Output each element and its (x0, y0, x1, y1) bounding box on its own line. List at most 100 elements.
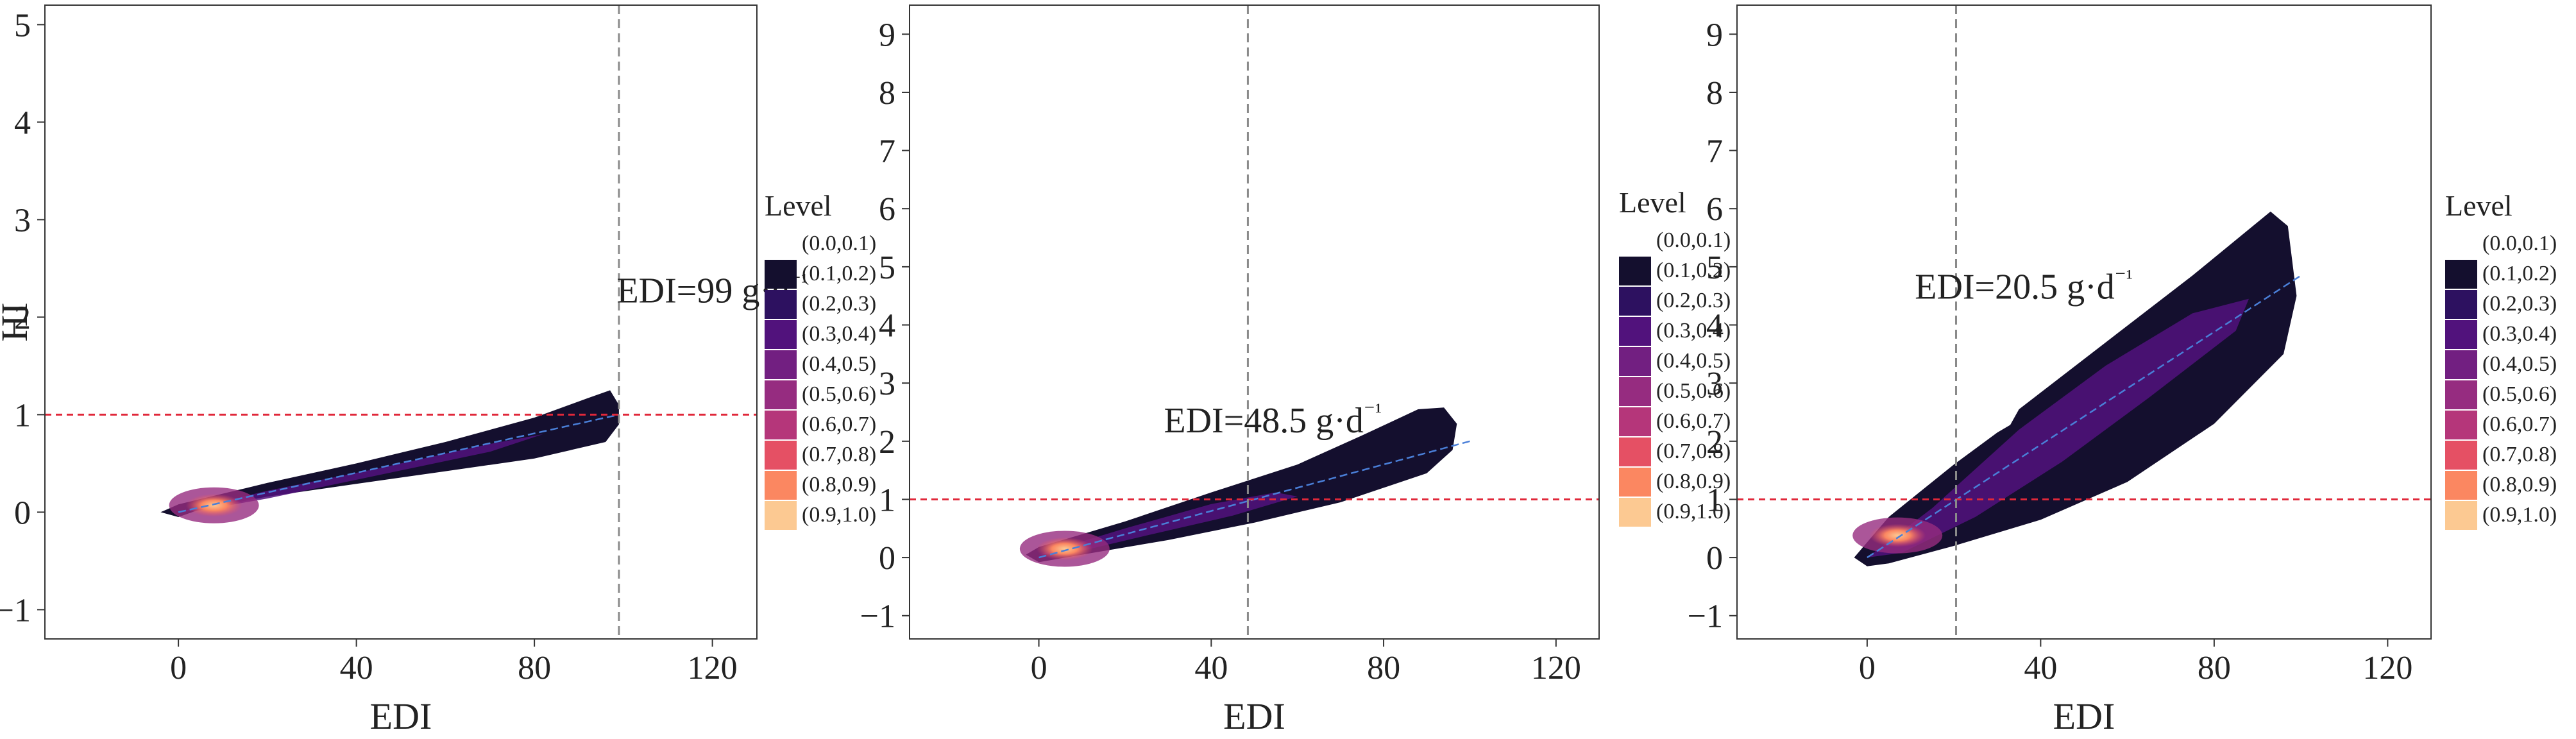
y-tick-label: 4 (1706, 308, 1723, 344)
legend-swatch (765, 320, 797, 349)
legend-swatch (765, 411, 797, 439)
y-tick-label: 7 (879, 133, 895, 170)
trend-line (178, 414, 620, 513)
y-tick-label: 2 (1706, 424, 1723, 461)
density-level-outer (1026, 407, 1457, 563)
legend-swatch (1619, 226, 1651, 255)
legend-swatch (765, 471, 797, 500)
legend-label: (0.4,0.5) (1656, 349, 1731, 373)
plot-area (45, 5, 757, 639)
legend-label: (0.7,0.8) (2482, 443, 2557, 466)
legend-swatch (765, 230, 797, 259)
x-tick-label: 0 (1859, 650, 1876, 686)
legend-label: (0.1,0.2) (2482, 262, 2557, 285)
legend-label: (0.5,0.6) (2482, 382, 2557, 406)
x-tick-label: 40 (2024, 650, 2057, 686)
density-hotspot (1036, 537, 1093, 561)
y-tick-label: 4 (879, 308, 895, 344)
legend: Level (0.0,0.1) (0.1,0.2) (0.2,0.3) (0.3,0.4… (765, 189, 876, 530)
legend-label: (0.7,0.8) (1656, 439, 1731, 463)
x-tick-label: 0 (170, 650, 187, 686)
legend-label: (0.1,0.2) (1656, 259, 1731, 282)
plot-frame (1736, 4, 2432, 640)
legend-label: (0.0,0.1) (1656, 228, 1731, 252)
legend-label: (0.9,1.0) (2482, 503, 2557, 527)
density-level-core (1867, 298, 2249, 558)
legend: Level (0.0,0.1) (0.1,0.2) (0.2,0.3) (0.3,0.4… (1619, 186, 1731, 527)
x-tick-label: 120 (688, 650, 738, 686)
y-tick-label: 7 (1706, 133, 1723, 170)
legend-label: (0.0,0.1) (802, 232, 876, 255)
x-tick-label: 80 (518, 650, 551, 686)
legend-swatch (1619, 287, 1651, 316)
legend-swatch (2445, 411, 2477, 439)
y-axis-label: HI (0, 302, 35, 341)
legend-swatch (2445, 320, 2477, 349)
x-tick-label: 40 (340, 650, 373, 686)
legend-label: (0.9,1.0) (1656, 500, 1731, 523)
legend-label: (0.3,0.4) (1656, 319, 1731, 343)
chart-panel-3: 0 40 80 120 −1 0 1 2 3 4 5 6 7 8 9 EDI EDI=20.5 g·d⁻¹ Lev… (1688, 4, 2557, 737)
legend-swatch (765, 260, 797, 289)
legend-swatch (2445, 501, 2477, 530)
y-tick-label: 3 (14, 202, 31, 239)
legend-swatch (2445, 350, 2477, 379)
legend-swatch (1619, 437, 1651, 466)
legend-label: (0.2,0.3) (1656, 289, 1731, 312)
legend-swatch (1619, 468, 1651, 497)
y-tick-label: 3 (1706, 366, 1723, 402)
plot-frame (44, 4, 758, 640)
legend-title: Level (1619, 186, 1686, 219)
plot-area (910, 5, 1599, 639)
x-tick-label: 80 (1367, 650, 1400, 686)
density-hotspot (185, 493, 242, 517)
y-tick-label: 0 (14, 495, 31, 531)
y-tick-label: 2 (879, 424, 895, 461)
y-tick-label: 5 (14, 7, 31, 44)
x-tick-label: 120 (1531, 650, 1581, 686)
plot-area (1737, 5, 2431, 639)
legend-swatch (1619, 498, 1651, 527)
y-tick-label: 6 (1706, 191, 1723, 228)
y-tick-label: 8 (1706, 75, 1723, 112)
legend-label: (0.9,1.0) (802, 503, 876, 527)
legend-swatch (2445, 260, 2477, 289)
legend-swatch (765, 350, 797, 379)
legend-title: Level (765, 189, 832, 222)
legend-label: (0.6,0.7) (2482, 412, 2557, 436)
x-tick-label: 40 (1194, 650, 1228, 686)
density-hotspot (1869, 523, 1926, 547)
y-tick-label: 5 (1706, 250, 1723, 286)
legend-swatch (1619, 317, 1651, 346)
y-tick-label: 1 (879, 482, 895, 518)
legend: Level (0.0,0.1) (0.1,0.2) (0.2,0.3) (0.3,0.4… (2445, 189, 2557, 530)
legend-swatch (2445, 290, 2477, 319)
legend-label: (0.6,0.7) (1656, 409, 1731, 433)
legend-label: (0.4,0.5) (2482, 352, 2557, 376)
x-axis-label: EDI (2053, 695, 2115, 737)
legend-swatch (1619, 257, 1651, 285)
legend-swatch (2445, 441, 2477, 470)
x-tick-label: 120 (2362, 650, 2412, 686)
y-tick-label: 0 (879, 540, 895, 577)
density-level-outer (160, 390, 619, 517)
y-tick-label: 5 (879, 250, 895, 286)
legend-title: Level (2445, 189, 2512, 222)
legend-label: (0.3,0.4) (802, 322, 876, 346)
plot-frame (909, 4, 1600, 640)
y-tick-label: 2 (14, 300, 31, 336)
trend-line (1038, 440, 1470, 559)
legend-swatch (2445, 471, 2477, 500)
y-tick-label: 0 (1706, 540, 1723, 577)
legend-label: (0.4,0.5) (802, 352, 876, 376)
y-tick-label: 9 (1706, 17, 1723, 53)
legend-label: (0.8,0.9) (802, 473, 876, 497)
legend-swatch (765, 441, 797, 470)
y-tick-label: 4 (14, 105, 31, 141)
density-level-core (1038, 492, 1298, 555)
legend-label: (0.2,0.3) (802, 292, 876, 316)
legend-label: (0.6,0.7) (802, 412, 876, 436)
x-tick-label: 80 (2198, 650, 2231, 686)
